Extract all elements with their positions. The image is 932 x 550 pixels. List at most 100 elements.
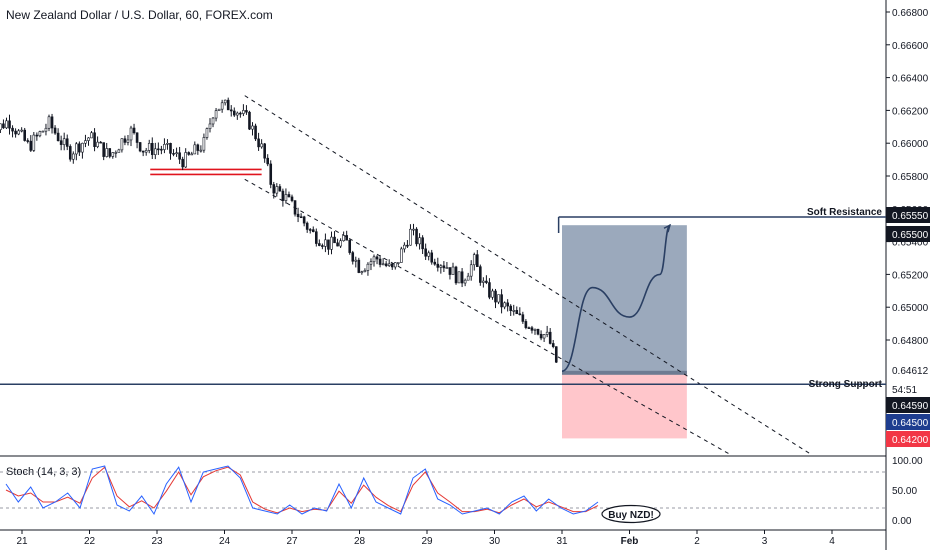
stoch-d-line [5, 466, 599, 514]
soft-resistance-label: Soft Resistance [807, 207, 882, 218]
stoch-tick-label: 100.00 [892, 456, 923, 467]
price-badge-label: 0.64612 [892, 366, 929, 377]
channel-lower-line [244, 178, 731, 456]
stop-zone [562, 372, 687, 439]
candle-body [29, 140, 33, 151]
candle-body [163, 144, 166, 150]
price-candles [0, 97, 558, 364]
candle-body [308, 229, 312, 231]
candle-body [527, 327, 531, 329]
candle-body [363, 270, 367, 273]
candle-body [11, 127, 14, 132]
candle-body [56, 132, 60, 141]
candle-body [114, 152, 118, 154]
candle-body [248, 111, 251, 130]
buy-callout[interactable]: Buy NZD! [601, 504, 661, 524]
time-tick-label: 27 [286, 536, 298, 547]
candle-body [339, 240, 342, 247]
candle-body [205, 128, 209, 138]
candle-body [266, 157, 270, 165]
candle-body [302, 216, 306, 224]
time-tick-label: 21 [16, 536, 28, 547]
projection-curve [561, 224, 671, 372]
candle-body [53, 127, 57, 134]
candle-body [220, 102, 224, 110]
candle-body [62, 138, 66, 145]
candle-body [436, 263, 440, 268]
candle-body [400, 248, 403, 263]
candle-body [296, 213, 300, 218]
candle-body [530, 327, 534, 331]
price-tick-label: 0.65200 [892, 270, 929, 281]
candle-body [229, 109, 233, 112]
candle-body [226, 99, 230, 111]
projection-arrowhead [663, 223, 672, 233]
candle-body [144, 150, 148, 153]
candle-body [427, 252, 430, 257]
candle-body [199, 149, 203, 152]
stoch-tick-label: 50.00 [892, 486, 917, 497]
candle-body [263, 143, 266, 159]
price-badge-label: 0.64200 [892, 435, 929, 446]
candle-body [330, 236, 333, 250]
candle-body [445, 267, 449, 269]
candle-body [439, 265, 443, 268]
candle-body [169, 142, 172, 154]
position-zones [562, 225, 687, 439]
price-tick-label: 0.65000 [892, 303, 929, 314]
candle-body [327, 239, 330, 250]
candle-body [454, 266, 458, 284]
candle-body [117, 149, 121, 153]
candle-body [342, 235, 345, 242]
candle-body [336, 242, 339, 247]
candle-body [354, 259, 358, 262]
candle-body [305, 222, 309, 230]
candle-body [242, 110, 245, 114]
candle-body [479, 266, 482, 283]
candle-body [214, 110, 218, 119]
candle-body [20, 129, 23, 132]
candle-body [178, 152, 181, 160]
candle-body [521, 314, 525, 322]
candle-body [160, 148, 163, 151]
price-badges: 0.65550 0.65500 0.64612 54:51 0.64590 0.64500… [886, 207, 930, 447]
time-tick-label: 28 [354, 536, 366, 547]
candle-body [545, 331, 549, 335]
candle-body [135, 132, 139, 143]
candle-body [99, 141, 102, 144]
price-badge-label: 0.65550 [892, 211, 929, 222]
candle-body [287, 194, 291, 198]
price-tick-label: 0.66600 [892, 41, 929, 52]
time-tick-label: 23 [151, 536, 163, 547]
candle-body [129, 127, 133, 141]
candle-body [154, 148, 157, 155]
candle-body [366, 263, 370, 271]
price-badge-label: 0.65500 [892, 230, 929, 241]
candle-body [232, 110, 236, 116]
candle-body [102, 142, 105, 157]
candle-body [65, 138, 69, 147]
candle-body [451, 266, 455, 275]
candle-body [257, 138, 260, 148]
candle-body [351, 252, 355, 262]
candle-body [78, 143, 81, 153]
candle-body [448, 267, 452, 275]
time-tick-label: 29 [421, 536, 433, 547]
candle-body [290, 196, 294, 201]
candle-body [166, 142, 169, 145]
candle-body [35, 134, 39, 137]
candle-body [93, 132, 96, 147]
candle-body [393, 262, 397, 268]
candle-body [491, 290, 494, 298]
time-tick-label: 22 [84, 536, 96, 547]
price-tick-label: 0.66800 [892, 8, 929, 19]
price-badge [886, 414, 930, 430]
candle-body [26, 140, 30, 142]
buy-callout-bubble [601, 504, 661, 524]
candle-body [442, 265, 446, 269]
candle-body [208, 123, 212, 130]
candle-body [87, 137, 90, 141]
candle-body [284, 194, 288, 201]
stoch-k-line [5, 465, 599, 516]
